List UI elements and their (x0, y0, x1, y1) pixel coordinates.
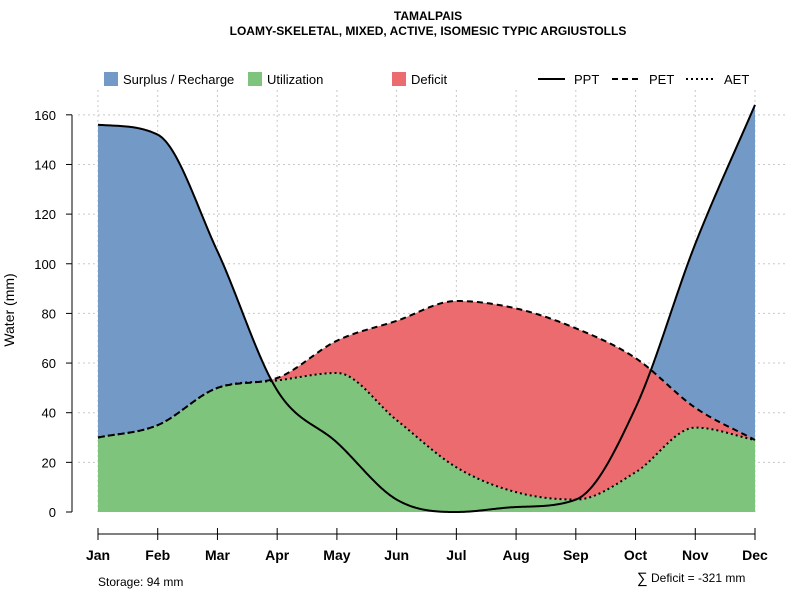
deficit-total-text: Deficit = -321 mm (651, 571, 745, 585)
area-deficit (98, 301, 755, 500)
series-lines (97, 104, 756, 513)
legend-label-surplus: Surplus / Recharge (123, 72, 234, 87)
x-tick-label-aug: Aug (502, 547, 529, 563)
legend-label-pet: PET (649, 72, 674, 87)
chart-title: TAMALPAIS (394, 9, 462, 23)
y-tick-label: 100 (34, 257, 56, 272)
x-tick-label-sep: Sep (563, 547, 589, 563)
x-tick-label-jan: Jan (86, 547, 110, 563)
sum-icon: ∑ (637, 570, 648, 587)
legend: Surplus / Recharge Utilization Deficit P… (104, 72, 749, 87)
legend-swatch-surplus (104, 72, 118, 86)
x-tick-label-jun: Jun (384, 547, 409, 563)
legend-label-aet: AET (724, 72, 749, 87)
legend-label-ppt: PPT (574, 72, 599, 87)
x-tick-label-may: May (323, 547, 350, 563)
area-utilization (98, 372, 755, 512)
x-tick-label-oct: Oct (624, 547, 648, 563)
series-line-ppt (97, 104, 756, 513)
y-tick-label: 40 (42, 406, 56, 421)
y-tick-label: 20 (42, 455, 56, 470)
axes: 0 20 40 60 80 100 120 140 160 Jan Feb Mar Apr May Jun J… (34, 108, 768, 563)
x-tick-label-apr: Apr (265, 547, 290, 563)
x-tick-label-mar: Mar (205, 547, 230, 563)
area-surplus (98, 104, 755, 441)
y-tick-label: 160 (34, 108, 56, 123)
y-tick-label: 140 (34, 157, 56, 172)
y-tick-label: 80 (42, 306, 56, 321)
x-tick-label-nov: Nov (682, 547, 709, 563)
legend-swatch-deficit (392, 72, 406, 86)
y-axis-title: Water (mm) (1, 273, 17, 346)
chart-subtitle: LOAMY-SKELETAL, MIXED, ACTIVE, ISOMESIC … (230, 24, 627, 38)
x-tick-label-jul: Jul (446, 547, 466, 563)
storage-text: Storage: 94 mm (98, 575, 183, 589)
series-line-pet (97, 299, 756, 441)
y-tick-label: 0 (49, 505, 56, 520)
y-tick-label: 120 (34, 207, 56, 222)
areas (98, 104, 755, 512)
x-tick-label-dec: Dec (742, 547, 768, 563)
legend-label-deficit: Deficit (411, 72, 448, 87)
legend-swatch-utilization (248, 72, 262, 86)
x-tick-label-feb: Feb (145, 547, 170, 563)
y-tick-label: 60 (42, 356, 56, 371)
legend-label-utilization: Utilization (267, 72, 323, 87)
